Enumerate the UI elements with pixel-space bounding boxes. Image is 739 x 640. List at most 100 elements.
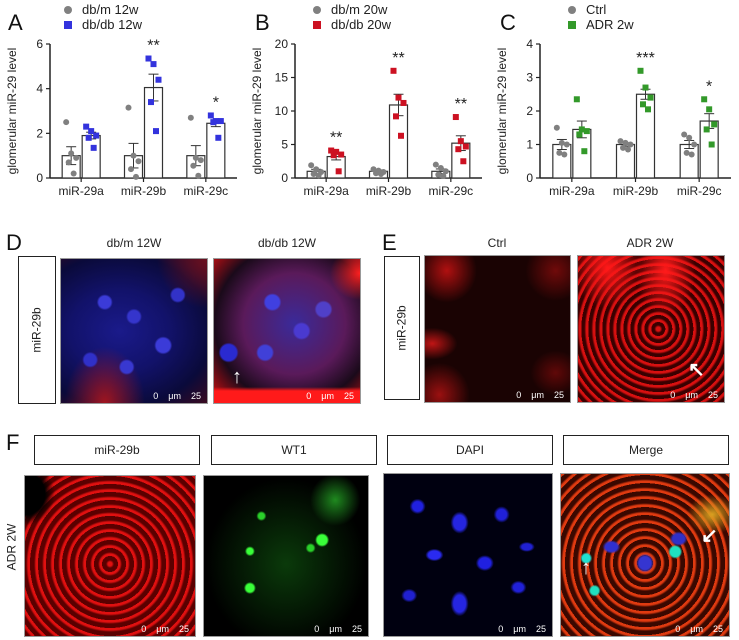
y-tick-label: 0 [526,171,533,185]
circle-marker-icon [568,5,576,14]
data-point [93,132,100,139]
data-point [688,151,695,158]
dark-region [25,476,65,536]
data-point [135,158,142,165]
data-point [395,94,402,101]
channel-label-box: miR-29b [34,435,200,465]
data-point [65,159,72,166]
square-marker-icon [313,20,321,29]
legend-item: db/db 12w [64,17,142,32]
significance-marker: * [213,94,219,111]
scale-bar: 0 μm 25 [306,391,354,401]
data-point [620,144,626,151]
data-point [432,161,439,168]
data-point [435,171,442,178]
data-point [437,164,444,171]
bar [206,122,226,179]
significance-marker: ** [147,38,159,55]
data-point [73,154,80,161]
data-point [393,113,399,120]
x-tick-label: miR-29b [121,184,167,198]
row-label: miR-29b [395,305,410,351]
data-point [308,162,315,169]
panel-letter-b: B [255,10,270,35]
y-tick-label: 6 [36,37,43,51]
scale-bar: 0 μm 25 [153,391,201,401]
bar-chart-a: glomerular miR-29 level 0 2 4 6 miR-29a miR-29… [5,37,237,198]
micrograph-ctrl: 0 μm 25 [424,255,571,403]
data-point [155,76,162,83]
significance-marker: ** [455,96,467,113]
data-point [581,148,588,155]
data-point [215,134,222,141]
micrograph-mir29b: 0 μm 25 [24,475,196,637]
significance-marker: * [706,78,712,95]
panel-letter-a: A [8,10,23,35]
channel-label-box: Merge [563,435,729,465]
micrograph-adr-2w: ↖ 0 μm 25 [577,255,725,403]
y-tick-label: 5 [281,138,288,152]
y-tick-label: 10 [275,104,289,118]
data-point [153,128,159,135]
bar [81,134,101,179]
data-point [442,168,449,175]
legend-label: db/m 12w [82,2,139,17]
bar-chart-b: glomerular miR-29 level 0 5 10 15 20 miR-29a **… [250,37,482,198]
data-point [328,147,335,154]
panel-letter-e: E [382,230,397,255]
square-marker-icon [64,20,72,29]
row-label: ADR 2W [4,523,19,571]
data-point [335,168,342,175]
data-point [187,114,194,121]
column-title: ADR 2W [626,236,674,250]
y-tick-label: 0 [281,171,288,185]
data-point [625,146,631,153]
arrow-up-icon: ↑ [232,366,242,388]
legend-item: ADR 2w [568,17,634,32]
x-tick-label: miR-29a [303,184,349,198]
y-tick-label: 20 [275,37,289,51]
data-point [637,67,644,74]
legend-item: db/m 20w [313,2,387,17]
y-tick-label: 2 [36,126,43,140]
y-axis-label: glomerular miR-29 level [5,48,19,175]
channel-label-box: WT1 [211,435,377,465]
data-point [63,119,70,126]
y-tick-label: 2 [526,104,533,118]
y-axis-label: glomerular miR-29 level [250,48,264,175]
channel-label-box: DAPI [387,435,553,465]
circle-marker-icon [313,5,321,14]
data-point [190,162,197,169]
data-point [128,166,134,173]
data-point [556,149,563,156]
data-point [85,134,92,141]
data-point [338,151,345,158]
nuclei-pattern [61,259,207,403]
data-point [573,96,580,103]
data-point [195,172,202,179]
bar-chart-c: glomerular miR-29 level 0 1 2 3 4 miR-29a miR-2… [495,37,731,198]
data-point [576,131,583,138]
data-point [640,101,646,108]
data-point [583,128,590,135]
y-tick-label: 15 [275,71,289,85]
data-point [617,138,624,145]
panel-letter-c: C [500,10,516,35]
arrow-icon: ↖ [688,359,705,381]
scale-bar: 0 μm 25 [314,624,362,634]
data-point [373,170,379,177]
data-point [708,141,715,148]
legend-label: db/db 12w [82,17,142,32]
data-point [398,132,404,139]
data-point [197,157,204,164]
x-tick-label: miR-29c [428,184,473,198]
data-point [313,166,320,173]
data-point [83,123,90,130]
x-tick-label: miR-29b [613,184,659,198]
column-title: Ctrl [487,236,507,250]
x-tick-label: miR-29c [183,184,228,198]
column-title: db/m 12W [106,236,162,250]
scale-bar: 0 μm 25 [670,390,718,400]
circle-marker-icon [64,5,72,14]
scale-bar: 0 μm 25 [141,624,189,634]
